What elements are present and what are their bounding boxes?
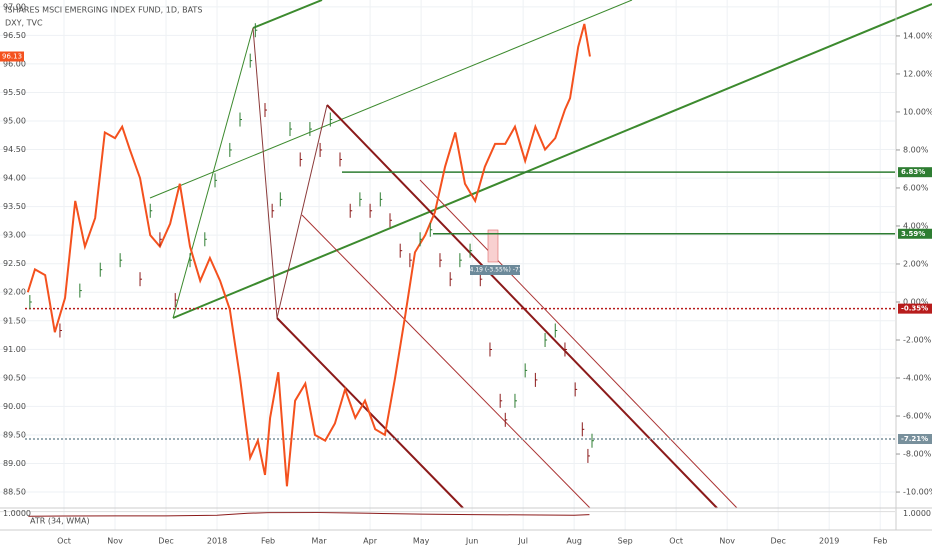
trend-line: [149, 0, 633, 199]
y2-tick-label: 4.00%: [903, 221, 929, 230]
y-tick-label: 95.50: [3, 88, 26, 97]
x-tick-label: Feb: [261, 537, 275, 546]
drawings: [149, 0, 932, 509]
y-tick-label: 88.50: [3, 488, 26, 497]
x-tick-label: Aug: [566, 537, 582, 546]
y-tick-label: 97.00: [3, 2, 26, 11]
y2-tick-label: 6.00%: [903, 183, 929, 192]
x-tick-label: Apr: [363, 537, 378, 546]
y2-tick-label: -4.00%: [903, 374, 932, 383]
chart-subtitle: DXY, TVC: [5, 19, 43, 28]
y-tick-label: 94.50: [3, 145, 26, 154]
y-tick-label: 91.00: [3, 345, 26, 354]
y2-tick-label: -2.00%: [903, 335, 932, 344]
x-tick-label: Dec: [158, 537, 173, 546]
x-tick-label: May: [413, 537, 430, 546]
trend-line: [419, 179, 738, 509]
level-label: 6.83%: [901, 168, 925, 176]
x-tick-label: Feb: [873, 537, 887, 546]
y2-tick-label: -10.00%: [903, 488, 932, 497]
y-tick-label: 94.00: [3, 174, 26, 183]
level-label: -0.35%: [901, 305, 928, 313]
y-tick-label: 91.50: [3, 316, 26, 325]
y2-tick-label: 0.00%: [903, 297, 929, 306]
y-tick-label: 96.50: [3, 31, 26, 40]
measure-box: [487, 229, 499, 263]
price-tag: [0, 51, 24, 62]
trend-line: [252, 0, 323, 29]
trend-line: [172, 3, 932, 319]
y-tick-label: 93.00: [3, 231, 26, 240]
y-tick-label: 96.00: [3, 59, 26, 68]
y2-tick-label: 10.00%: [903, 107, 932, 116]
y2-tick-label: 2.00%: [903, 259, 929, 268]
y-tick-label: 95.00: [3, 117, 26, 126]
x-tick-label: 2018: [207, 537, 227, 546]
level-tag: [898, 167, 932, 178]
x-tick-label: Dec: [770, 537, 785, 546]
x-tick-label: Mar: [312, 537, 328, 546]
atr-label: ATR (34, WMA): [30, 517, 90, 526]
chart-title: ISHARES MSCI EMERGING INDEX FUND, 1D, BA…: [5, 6, 202, 15]
y-tick-label: 93.50: [3, 202, 26, 211]
level-tag: [898, 303, 932, 314]
y2-tick-label: 12.00%: [903, 69, 932, 78]
level-tag: [898, 228, 932, 239]
y2-tick-label: 14.00%: [903, 31, 932, 40]
y2-tick-label: -6.00%: [903, 412, 932, 421]
x-tick-label: Sep: [618, 537, 633, 546]
x-tick-label: Nov: [107, 537, 123, 546]
x-tick-label: Jul: [517, 537, 528, 546]
measure-label: -4.19 (-3.55%) -73: [467, 267, 522, 274]
level-label: 3.59%: [901, 230, 925, 238]
atr-level-label: 1.0000: [903, 509, 931, 518]
level-label: -7.21%: [901, 435, 928, 443]
measure-tag: [470, 265, 520, 275]
x-tick-label: Oct: [669, 537, 683, 546]
x-tick-label: 2019: [819, 537, 839, 546]
atr-level-label: 1.0000: [3, 509, 31, 518]
y-tick-label: 89.50: [3, 430, 26, 439]
y-tick-label: 92.00: [3, 288, 26, 297]
x-tick-label: Jun: [465, 537, 479, 546]
x-tick-label: Oct: [57, 537, 71, 546]
level-tag: [898, 434, 932, 445]
trend-line: [301, 214, 591, 509]
trend-line: [172, 27, 254, 319]
y-tick-label: 89.00: [3, 459, 26, 468]
plot: [25, 23, 895, 487]
x-tick-label: Nov: [719, 537, 735, 546]
y-tick-label: 90.50: [3, 373, 26, 382]
price-label: 96.13: [2, 53, 22, 61]
y-tick-label: 92.50: [3, 259, 26, 268]
y2-tick-label: 8.00%: [903, 145, 929, 154]
trend-line: [276, 104, 328, 319]
y-tick-label: 90.00: [3, 402, 26, 411]
dxy-line: [26, 23, 591, 487]
y2-tick-label: -8.00%: [903, 450, 932, 459]
trend-line: [252, 27, 278, 319]
grid: [0, 0, 895, 530]
atr-line: [28, 511, 590, 517]
